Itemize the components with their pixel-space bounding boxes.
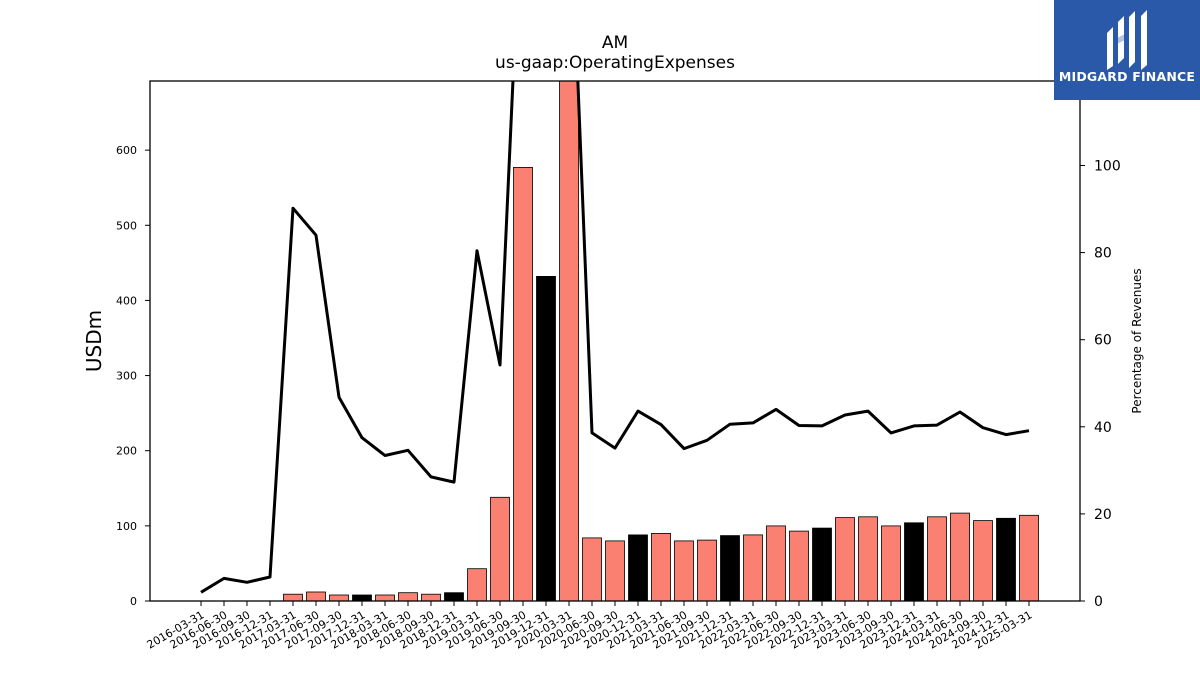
bar-2023-09-30: [881, 525, 901, 601]
line-series: [200, 81, 1030, 594]
bar-2019-09-30: [513, 166, 533, 601]
bar-2022-06-30: [766, 525, 786, 601]
x-axis: 2016-03-312016-06-302016-09-302016-12-31…: [145, 601, 1035, 652]
chart-subtitle: us-gaap:OperatingExpenses: [495, 53, 735, 73]
bar-2017-03-31: [283, 593, 303, 601]
line-path: [200, 81, 1030, 594]
bar-2019-12-31: [536, 275, 556, 601]
bar-2023-03-31: [835, 517, 855, 601]
bar-2021-12-31: [720, 535, 740, 601]
left-axis: 0 100 200 300 400 500 600: [116, 144, 150, 608]
chart-title: AM: [602, 33, 628, 53]
right-tick-label: 60: [1094, 333, 1112, 349]
bar-2021-06-30: [674, 540, 694, 601]
bar-2022-03-31: [743, 534, 763, 601]
bar-2017-09-30: [329, 594, 349, 601]
bar-2020-06-30: [582, 537, 602, 601]
bar-2023-12-31: [904, 522, 924, 601]
bar-2020-12-31: [628, 534, 648, 601]
bar-2020-03-31: [559, 81, 579, 601]
bar-2019-03-31: [467, 568, 487, 601]
bar-2022-12-31: [812, 527, 832, 601]
right-tick-label: 40: [1094, 420, 1112, 436]
left-tick-label: 500: [116, 219, 137, 232]
right-axis: 0 20 40 60 80 100: [1080, 158, 1121, 610]
bar-2025-03-31: [1019, 514, 1039, 601]
bar-2024-09-30: [973, 520, 993, 601]
left-tick-label: 600: [116, 144, 137, 157]
left-tick-label: 200: [116, 445, 137, 458]
bar-2017-06-30: [306, 591, 326, 601]
bar-2018-06-30: [398, 592, 418, 601]
bar-2017-12-31: [352, 594, 372, 601]
right-tick-label: 0: [1094, 594, 1103, 610]
bar-2023-06-30: [858, 516, 878, 601]
bar-2018-09-30: [421, 593, 441, 601]
left-tick-label: 0: [130, 595, 137, 608]
right-tick-label: 80: [1094, 246, 1112, 262]
left-tick-label: 100: [116, 520, 137, 533]
midgard-finance-logo: MIDGARD FINANCE: [1054, 0, 1200, 100]
right-tick-label: 100: [1094, 158, 1121, 174]
bar-2018-03-31: [375, 594, 395, 601]
bar-2024-06-30: [950, 512, 970, 601]
bar-2024-03-31: [927, 516, 947, 601]
bar-2018-12-31: [444, 592, 464, 601]
bar-series: [283, 81, 1039, 601]
right-tick-label: 20: [1094, 507, 1112, 523]
bar-2019-06-30: [490, 496, 510, 601]
left-axis-label: USDm: [82, 310, 106, 372]
left-tick-label: 300: [116, 370, 137, 383]
bar-2024-12-31: [996, 517, 1016, 601]
bar-2021-03-31: [651, 533, 671, 601]
logo-text: MIDGARD FINANCE: [1058, 69, 1196, 84]
bar-2020-09-30: [605, 540, 625, 601]
right-axis-label: Percentage of Revenues: [1130, 268, 1144, 413]
bar-2021-09-30: [697, 539, 717, 601]
bar-2022-09-30: [789, 530, 809, 601]
logo-mark-icon: [1107, 10, 1147, 70]
left-tick-label: 400: [116, 294, 137, 307]
